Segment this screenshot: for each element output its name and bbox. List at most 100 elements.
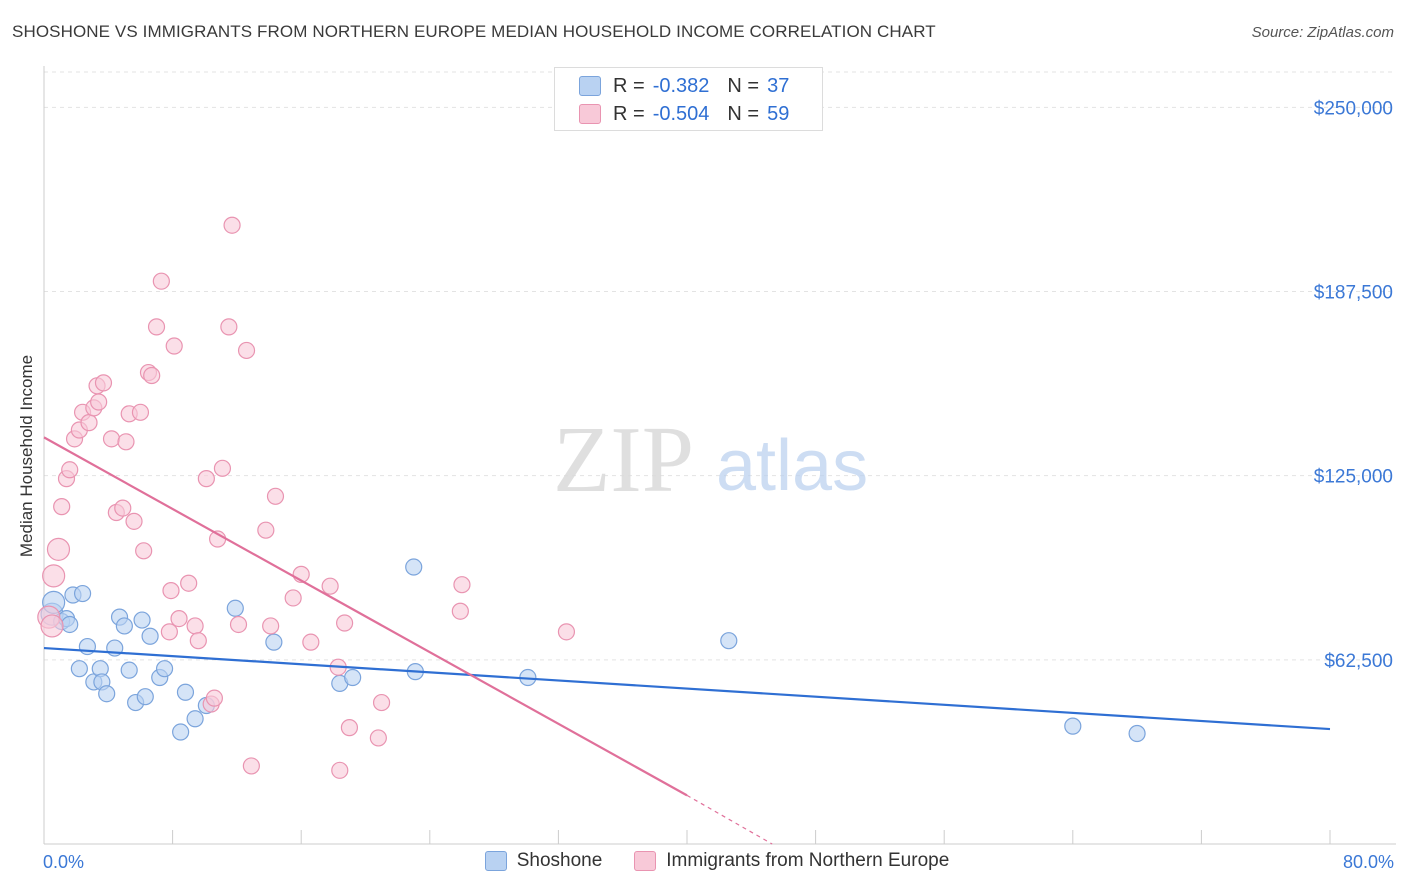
immigrant-point	[189, 632, 207, 650]
n-label: N =	[727, 102, 760, 125]
immigrant-point	[220, 318, 238, 336]
shoshone-point	[720, 632, 738, 650]
shoshone-point	[1128, 724, 1146, 743]
immigrant-point	[165, 337, 183, 355]
y-axis-title: Median Household Income	[17, 354, 36, 558]
r-label: R =	[613, 74, 645, 97]
immigrant-point	[369, 729, 387, 747]
shoshone-point	[186, 710, 204, 728]
immigrant-point	[205, 689, 223, 707]
shoshone-point	[98, 685, 116, 703]
shoshone-point	[265, 633, 283, 651]
immigrant-point	[284, 589, 302, 607]
immigrant-point	[557, 623, 576, 641]
shoshone-point	[226, 599, 244, 617]
shoshone-point	[133, 611, 151, 629]
immigrant-point	[223, 216, 241, 234]
legend-row-immigrants: R = -0.504 N = 59	[579, 100, 789, 128]
grid-lines	[44, 71, 1396, 661]
source-label: Source:	[1251, 24, 1304, 41]
immigrant-point	[257, 521, 275, 539]
r-value: -0.504	[652, 102, 710, 125]
y-tick-label: $62,500	[1324, 651, 1393, 672]
legend-label-immigrants: Immigrants from Northern Europe	[666, 850, 950, 871]
axes	[43, 66, 1396, 845]
legend-swatch-pink	[634, 851, 657, 871]
x-tick-label-min: 0.0%	[43, 852, 85, 872]
y-tick-label: $250,000	[1314, 98, 1393, 119]
immigrant-point	[336, 614, 354, 632]
immigrant-point	[143, 366, 161, 385]
legend-swatch-blue	[579, 76, 601, 96]
immigrant-point	[266, 487, 285, 505]
legend-swatch-blue	[484, 851, 507, 871]
shoshone-point	[141, 627, 159, 645]
chart-title: SHOSHONE VS IMMIGRANTS FROM NORTHERN EUR…	[12, 22, 936, 41]
immigrant-point	[186, 617, 204, 635]
immigrant-point	[213, 459, 232, 477]
immigrant-point	[90, 393, 108, 411]
immigrant-point	[180, 574, 198, 592]
immigrant-point	[125, 512, 143, 530]
immigrant-point	[80, 414, 98, 432]
shoshone-point	[172, 723, 190, 741]
immigrant-point	[162, 581, 180, 600]
immigrant-point	[160, 623, 178, 641]
immigrant-point	[42, 564, 66, 588]
legend-item-immigrants[interactable]: Immigrants from Northern Europe	[634, 850, 949, 872]
immigrant-point	[302, 633, 320, 651]
shoshone-point	[120, 661, 138, 679]
immigrant-point	[152, 272, 170, 290]
shoshone-point	[136, 688, 154, 706]
shoshone-trend-line	[43, 646, 1331, 731]
correlation-legend: R = -0.382 N = 37 R = -0.504 N = 59	[554, 67, 823, 131]
legend-label-shoshone: Shoshone	[516, 850, 603, 871]
r-value: -0.382	[652, 74, 710, 97]
immigrant-point	[197, 470, 215, 488]
r-label: R =	[613, 102, 645, 125]
data-points	[37, 216, 1146, 779]
y-tick-label: $125,000	[1314, 467, 1393, 488]
immigrant-point	[46, 537, 71, 561]
trend-lines	[43, 436, 1331, 845]
legend-item-shoshone[interactable]: Shoshone	[484, 850, 603, 872]
immigrant-point	[131, 403, 150, 421]
immigrant-point	[262, 617, 280, 635]
series-legend: Shoshone Immigrants from Northern Europe	[14, 850, 1406, 872]
immigrant-point	[372, 693, 391, 712]
source-link[interactable]: ZipAtlas.com	[1307, 24, 1394, 41]
shoshone-point	[344, 668, 362, 687]
y-tick-labels: $62,500 $125,000 $187,500 $250,000	[1314, 98, 1393, 671]
immigrant-point	[102, 430, 121, 448]
immigrant-trend-line	[43, 436, 688, 797]
source-attribution: Source: ZipAtlas.com	[1252, 24, 1394, 41]
shoshone-point	[73, 584, 92, 603]
immigrant-point	[331, 761, 349, 779]
immigrant-point	[147, 318, 166, 336]
legend-row-shoshone: R = -0.382 N = 37	[579, 72, 789, 100]
x-tick-label-max: 80.0%	[1342, 852, 1394, 872]
shoshone-point	[176, 683, 195, 701]
shoshone-point	[405, 558, 423, 576]
immigrant-point	[229, 615, 248, 634]
immigrant-point	[114, 499, 132, 517]
n-label: N =	[727, 74, 760, 97]
immigrant-point	[94, 374, 113, 392]
immigrant-point	[170, 609, 188, 628]
immigrant-point	[321, 577, 339, 595]
immigrant-point	[453, 576, 471, 594]
n-value: 37	[767, 74, 790, 97]
shoshone-point	[115, 617, 133, 635]
immigrant-point	[242, 757, 260, 775]
immigrant-point	[53, 498, 71, 516]
immigrant-point	[117, 433, 135, 451]
immigrant-point	[340, 719, 359, 737]
shoshone-point	[1064, 717, 1082, 735]
n-value: 59	[767, 102, 790, 125]
immigrant-point	[61, 461, 79, 479]
watermark-atlas: atlas	[716, 426, 868, 506]
watermark-zip: ZIP	[553, 408, 694, 512]
shoshone-point	[70, 660, 88, 678]
legend-swatch-pink	[579, 104, 601, 124]
